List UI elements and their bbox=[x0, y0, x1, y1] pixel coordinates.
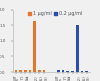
Bar bbox=[29, 70, 31, 72]
Bar bbox=[43, 70, 46, 72]
Bar bbox=[19, 70, 22, 72]
Bar bbox=[85, 71, 88, 72]
Bar bbox=[76, 25, 79, 72]
Legend: 1 μg/ml, 0.2 μg/ml: 1 μg/ml, 0.2 μg/ml bbox=[28, 11, 83, 17]
Bar bbox=[66, 71, 69, 72]
Bar bbox=[33, 21, 36, 72]
Bar bbox=[38, 70, 41, 72]
Bar bbox=[24, 70, 27, 72]
Bar bbox=[71, 71, 74, 72]
Bar bbox=[62, 70, 64, 72]
Bar bbox=[81, 71, 83, 72]
Bar bbox=[14, 70, 17, 72]
Bar bbox=[57, 70, 60, 72]
